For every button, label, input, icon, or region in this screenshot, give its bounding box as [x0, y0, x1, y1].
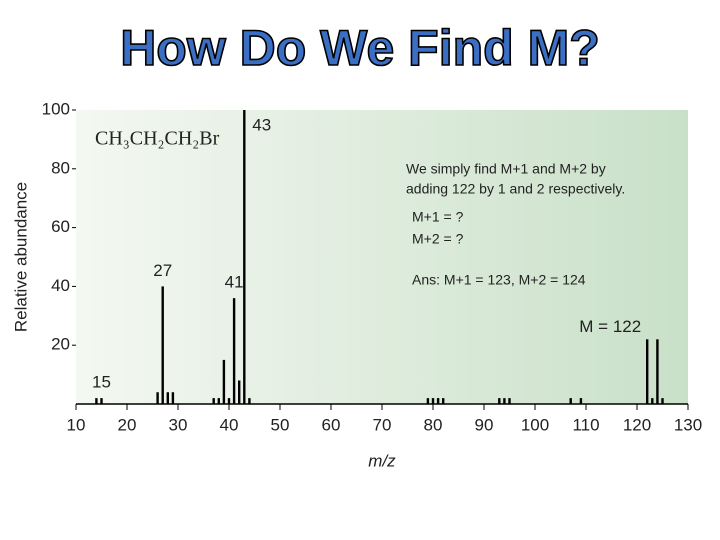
y-tick-label: 60	[51, 217, 70, 236]
x-tick-label: 60	[322, 415, 341, 434]
x-axis-label: m/z	[368, 451, 396, 470]
peak-label: 41	[225, 273, 244, 292]
x-tick-label: 120	[623, 415, 651, 434]
peak	[431, 398, 435, 404]
peak	[212, 398, 215, 404]
compound-formula: CH₃CH₂CH₂Br	[95, 128, 220, 150]
peak	[238, 380, 241, 404]
x-tick-label: 130	[674, 415, 702, 434]
y-axis-label: Relative abundance	[11, 182, 30, 332]
peak	[508, 398, 511, 404]
peak	[232, 298, 236, 404]
peak	[222, 359, 226, 404]
y-tick-label: 20	[51, 335, 70, 354]
peak	[656, 339, 659, 404]
x-tick-label: 110	[572, 415, 599, 434]
annotation: We simply find M+1 and M+2 by	[406, 161, 606, 177]
peak	[661, 398, 664, 404]
peak-label: 27	[153, 261, 172, 280]
peak	[442, 398, 445, 404]
peak	[243, 110, 246, 404]
x-tick-label: 100	[521, 415, 549, 434]
peak-label: M = 122	[579, 317, 641, 336]
annotation: M+2 = ?	[412, 231, 464, 247]
peak	[651, 398, 654, 404]
peak	[646, 339, 649, 404]
x-tick-label: 20	[118, 415, 137, 434]
x-tick-label: 30	[169, 415, 188, 434]
peak	[156, 392, 159, 404]
peak	[227, 398, 231, 404]
x-tick-label: 80	[424, 415, 443, 434]
peak	[426, 398, 430, 404]
peak-label: 15	[92, 373, 111, 392]
peak	[166, 392, 169, 404]
annotation: adding 122 by 1 and 2 respectively.	[406, 181, 625, 197]
peak	[100, 398, 103, 404]
peak	[95, 398, 98, 404]
peak	[161, 286, 164, 404]
peak	[503, 398, 506, 404]
x-tick-label: 50	[271, 415, 290, 434]
y-tick-label: 100	[42, 99, 70, 118]
y-tick-label: 80	[51, 158, 70, 177]
y-tick-label: 40	[51, 276, 70, 295]
x-tick-label: 40	[220, 415, 239, 434]
peak	[171, 392, 175, 404]
plot-background	[76, 110, 688, 404]
peak	[436, 398, 440, 404]
peak	[248, 398, 251, 404]
annotation: M+1 = ?	[412, 209, 464, 225]
peak	[579, 398, 583, 404]
peak	[498, 398, 501, 404]
x-tick-label: 70	[373, 415, 392, 434]
annotation: Ans: M+1 = 123, M+2 = 124	[412, 272, 586, 288]
slide-title: How Do We Find M?	[120, 20, 600, 76]
peak	[217, 398, 220, 404]
peak	[569, 398, 572, 404]
peak-label: 43	[252, 115, 271, 134]
x-tick-label: 10	[67, 415, 86, 434]
x-tick-label: 90	[475, 415, 494, 434]
